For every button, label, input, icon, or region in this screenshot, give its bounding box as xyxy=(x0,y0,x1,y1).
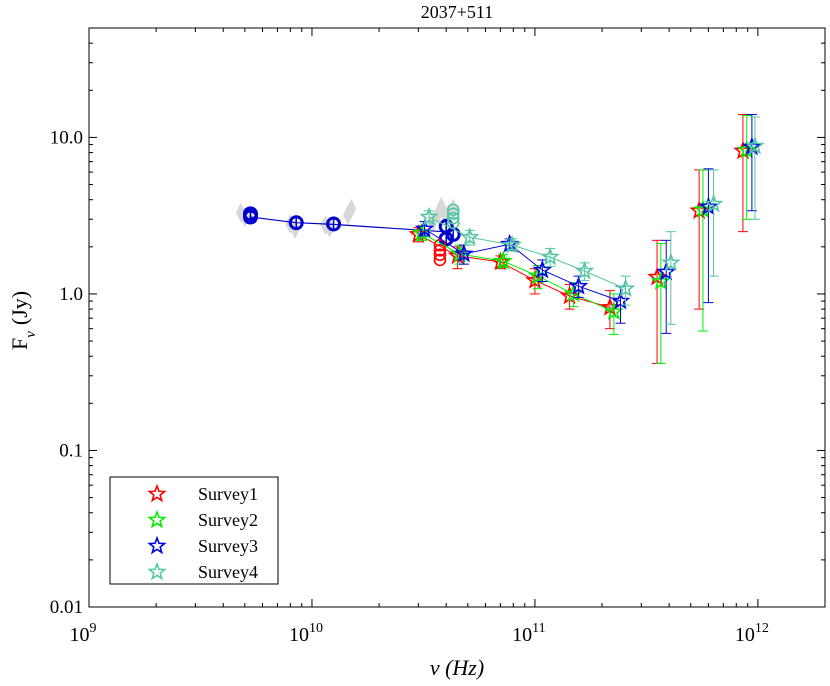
legend-star-icon xyxy=(147,483,167,503)
x-tick-label-base: 10 xyxy=(735,624,755,646)
svg-text:Fν(Jy): Fν (Jy) xyxy=(7,291,39,350)
teal-circle-point xyxy=(446,207,460,221)
archival-diamond-point xyxy=(342,204,353,225)
survey3-star-point xyxy=(454,243,474,263)
y-tick-label: 0.01 xyxy=(50,597,83,618)
plot-marks xyxy=(235,114,765,364)
survey3-line xyxy=(424,228,621,302)
x-tick-label-base: 10 xyxy=(512,624,532,646)
x-tick-label-exponent: 10 xyxy=(309,621,323,636)
survey3-star-point xyxy=(532,259,553,279)
survey1-star-point xyxy=(600,297,620,316)
red-circle-point xyxy=(433,253,447,267)
legend-label: Survey1 xyxy=(198,484,258,504)
archival-diamond-point xyxy=(436,196,447,217)
x-tick-label: 1011 xyxy=(512,621,545,646)
survey3-star-point xyxy=(414,218,435,238)
teal-circle-point xyxy=(446,216,460,230)
survey2-star-point xyxy=(563,283,584,303)
red-circle-point xyxy=(433,238,447,252)
x-tick-label: 109 xyxy=(70,621,97,646)
survey4-line xyxy=(428,216,626,290)
survey4-star-point xyxy=(540,246,560,266)
survey2-star-point xyxy=(604,301,624,321)
survey3-star-point xyxy=(610,290,631,310)
survey4-star-point xyxy=(615,278,636,298)
y-axis-label: Fν (Jy) xyxy=(7,291,39,350)
survey3-star-point xyxy=(742,136,762,156)
x-tick-label: 1010 xyxy=(289,621,323,646)
plot-area-frame xyxy=(88,27,826,608)
survey3-star-point xyxy=(656,261,676,281)
teal-circle-point xyxy=(446,211,460,225)
legend-star-icon xyxy=(147,561,167,581)
red-circle-point xyxy=(433,248,447,262)
y-axis-label-sub: ν xyxy=(23,331,39,338)
survey2-star-point xyxy=(493,250,513,270)
x-tick-label-exponent: 11 xyxy=(532,621,545,636)
x-tick-label-exponent: 12 xyxy=(755,621,769,636)
x-tick-label: 1012 xyxy=(735,621,769,646)
y-tick-label: 0.1 xyxy=(59,440,83,461)
survey3-star-point xyxy=(568,275,589,295)
red-circle-point xyxy=(433,244,447,257)
y-tick-label: 10.0 xyxy=(50,127,83,148)
legend-box xyxy=(109,476,279,585)
survey3-star-point xyxy=(499,233,520,253)
teal-circle-point xyxy=(446,203,460,217)
survey4-star-point xyxy=(459,227,480,246)
survey4-star-point xyxy=(745,135,765,155)
reference-line xyxy=(250,216,444,233)
legend-label: Survey4 xyxy=(198,562,258,582)
survey4-star-point xyxy=(574,260,595,280)
x-axis-label: ν (Hz) xyxy=(430,655,484,680)
survey2-line xyxy=(421,232,615,313)
x-tick-label-base: 10 xyxy=(289,624,309,646)
x-tick-label-exponent: 9 xyxy=(90,621,97,636)
legend-label: Survey2 xyxy=(198,510,258,530)
legend-star-icon xyxy=(147,535,167,555)
survey4-star-point xyxy=(661,252,681,272)
survey4-star-point xyxy=(703,193,724,213)
legend: Survey1 Survey2 Survey3 Survey4 xyxy=(109,476,279,585)
legend-star-icon xyxy=(147,509,167,529)
survey4-star-point xyxy=(419,206,439,226)
y-axis-label-unit: (Jy) xyxy=(7,291,32,325)
y-tick-label: 1.0 xyxy=(59,284,83,305)
survey4-star-point xyxy=(502,234,522,254)
chart-title: 2037+511 xyxy=(421,2,493,22)
x-tick-label-base: 10 xyxy=(70,624,90,646)
y-axis-label-main: F xyxy=(7,338,32,350)
legend-label: Survey3 xyxy=(198,536,258,556)
